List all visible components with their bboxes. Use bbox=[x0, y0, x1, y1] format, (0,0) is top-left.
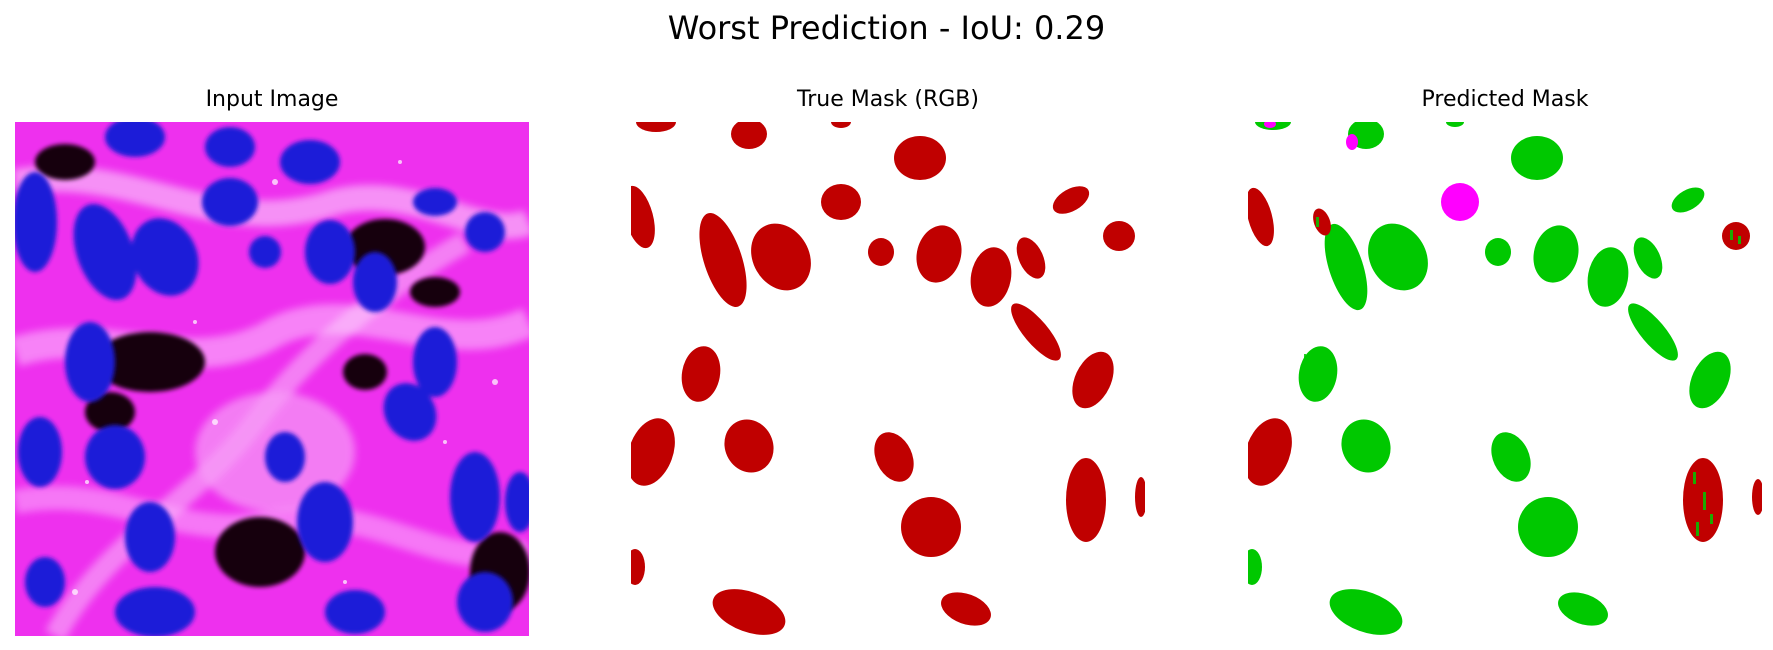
predicted-mask-image bbox=[1248, 122, 1762, 636]
true-mask-image bbox=[631, 122, 1145, 636]
panel-title-true-mask: True Mask (RGB) bbox=[797, 87, 979, 112]
true-mask-graphic bbox=[631, 122, 1145, 636]
figure-title: Worst Prediction - IoU: 0.29 bbox=[667, 9, 1106, 47]
predicted-mask-graphic bbox=[1248, 122, 1762, 636]
input-image-graphic bbox=[15, 122, 529, 636]
panel-title-predicted-mask: Predicted Mask bbox=[1421, 87, 1589, 112]
panel-title-input: Input Image bbox=[205, 87, 339, 112]
false-class-region bbox=[1441, 183, 1479, 221]
input-image bbox=[15, 122, 529, 636]
